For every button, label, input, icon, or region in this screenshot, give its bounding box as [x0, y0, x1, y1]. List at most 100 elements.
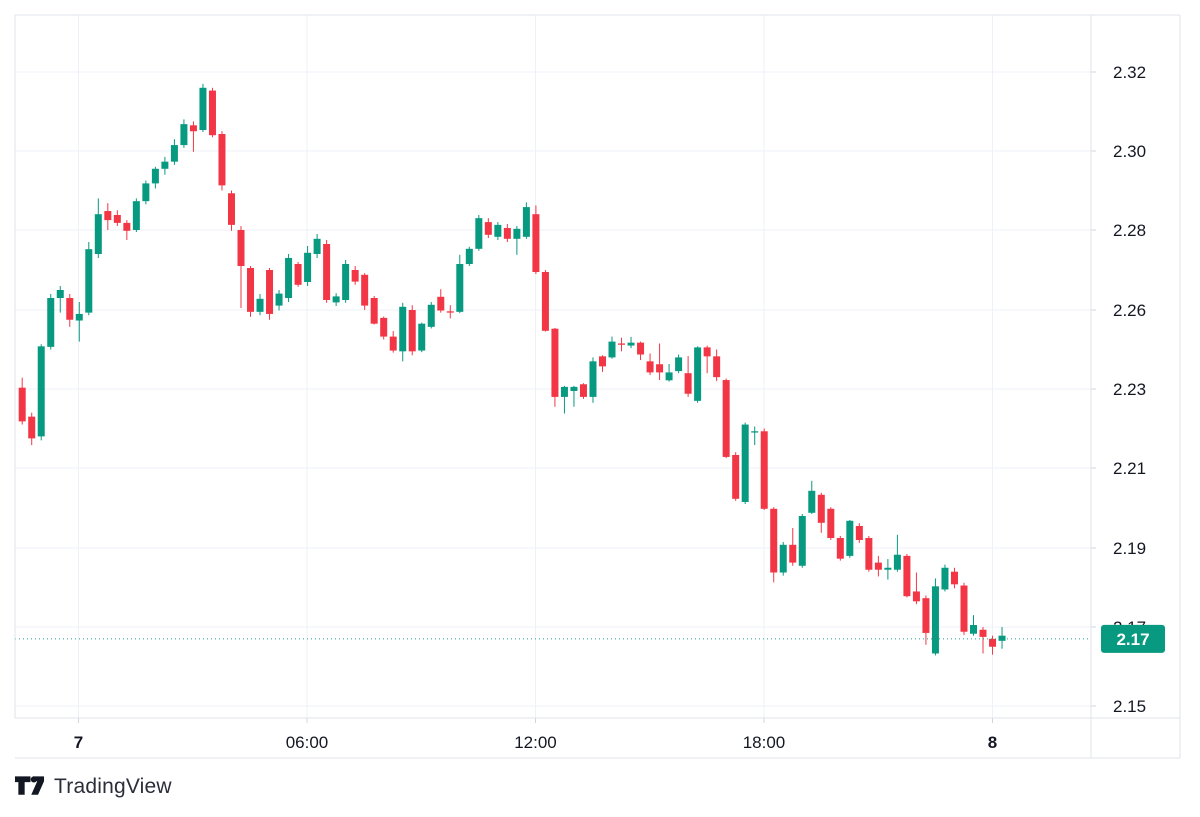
- candle-down: [294, 264, 302, 285]
- y-axis-label: 2.21: [1113, 459, 1146, 478]
- candle-down: [28, 416, 36, 439]
- candle-down: [389, 336, 397, 351]
- y-axis-label: 2.15: [1113, 697, 1146, 716]
- candle-up: [313, 238, 321, 254]
- candle-down: [770, 508, 778, 573]
- candle-down: [637, 342, 645, 355]
- x-axis-label: 7: [74, 733, 83, 752]
- candle-up: [675, 357, 683, 372]
- candle-down: [656, 364, 664, 373]
- candle-up: [37, 346, 45, 437]
- candle-up: [256, 298, 264, 312]
- candle-down: [598, 356, 606, 367]
- x-axis-labels: 7 06:00 12:00 18:00 8: [74, 733, 997, 752]
- candle-up: [608, 341, 616, 358]
- candle-up: [94, 214, 102, 254]
- tradingview-logo-icon: [14, 774, 45, 800]
- candle-up: [884, 567, 892, 570]
- price-scale-axis[interactable]: [1091, 15, 1180, 718]
- x-axis-label: 12:00: [514, 733, 557, 752]
- candle-down: [874, 562, 882, 570]
- candle-down: [446, 311, 454, 313]
- candle-down: [66, 298, 74, 320]
- candle-down: [865, 538, 873, 570]
- candle-down: [532, 214, 540, 272]
- candle-down: [989, 638, 997, 647]
- candle-down: [351, 270, 359, 282]
- candle-down: [684, 373, 692, 394]
- candle-down: [646, 361, 654, 373]
- candle-up: [85, 249, 93, 313]
- candle-up: [342, 264, 350, 300]
- candle-up: [941, 567, 949, 590]
- candle-up: [161, 161, 169, 169]
- candle-down: [113, 214, 121, 223]
- candle-up: [665, 372, 673, 381]
- candle-up: [56, 290, 64, 298]
- candle-up: [418, 323, 426, 351]
- candle-up: [399, 306, 407, 352]
- candle-up: [132, 201, 140, 230]
- candle-down: [370, 298, 378, 324]
- candle-up: [142, 183, 150, 202]
- candle-up: [465, 248, 473, 264]
- tradingview-logo-text: TradingView: [54, 775, 172, 798]
- candle-up: [846, 520, 854, 556]
- candle-down: [579, 384, 587, 397]
- candle-down: [189, 125, 197, 132]
- candle-up: [285, 258, 293, 298]
- candle-down: [323, 244, 331, 300]
- time-scale-axis[interactable]: [15, 718, 1180, 758]
- candle-up: [998, 635, 1006, 641]
- y-axis-label: 2.26: [1113, 301, 1146, 320]
- candle-down: [855, 526, 863, 540]
- axis-ticks: [78, 71, 1096, 723]
- tradingview-logo[interactable]: TradingView: [14, 774, 172, 800]
- candle-down: [827, 508, 835, 538]
- candle-down: [503, 228, 511, 239]
- y-axis-label: 2.28: [1113, 221, 1146, 240]
- candle-down: [722, 380, 730, 457]
- candle-up: [513, 228, 521, 239]
- candle-up: [931, 586, 939, 654]
- candle-down: [361, 274, 369, 306]
- y-axis-label: 2.32: [1113, 63, 1146, 82]
- candle-down: [218, 134, 226, 186]
- x-axis-label: 06:00: [286, 733, 329, 752]
- candle-down: [760, 431, 768, 509]
- candle-up: [808, 490, 816, 513]
- candle-down: [247, 268, 255, 312]
- candle-down: [208, 90, 216, 136]
- candle-up: [560, 386, 568, 397]
- candle-up: [798, 516, 806, 566]
- candle-up: [151, 168, 159, 184]
- candle-up: [199, 87, 207, 131]
- candle-down: [713, 356, 721, 378]
- candle-down: [484, 222, 492, 235]
- candle-up: [522, 207, 530, 237]
- y-axis-label: 2.19: [1113, 539, 1146, 558]
- candle-down: [104, 211, 112, 221]
- candle-down: [266, 270, 274, 314]
- candle-down: [922, 598, 930, 633]
- candle-down: [437, 296, 445, 311]
- candle-down: [380, 317, 388, 337]
- candle-down: [836, 538, 844, 559]
- candle-up: [970, 625, 977, 634]
- last-price-badge[interactable]: 2.17: [1101, 624, 1165, 653]
- candle-down: [237, 230, 245, 266]
- x-axis-label: 8: [988, 733, 997, 752]
- candle-up: [75, 313, 83, 321]
- candle-down: [408, 310, 416, 352]
- y-axis-label: 2.23: [1113, 380, 1146, 399]
- candle-up: [427, 304, 435, 327]
- candle-up: [751, 431, 759, 433]
- candle-down: [18, 387, 26, 422]
- candle-down: [227, 193, 235, 225]
- candle-down: [903, 555, 911, 597]
- y-axis-label: 2.30: [1113, 142, 1146, 161]
- candle-down: [789, 544, 797, 563]
- last-price-badge-label: 2.17: [1116, 630, 1149, 649]
- candle-up: [570, 386, 578, 391]
